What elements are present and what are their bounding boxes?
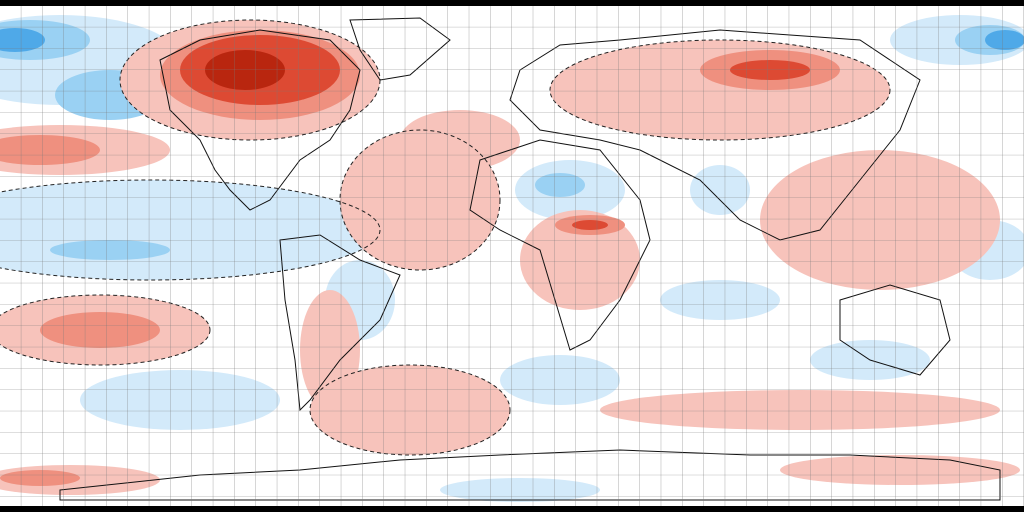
bottom-border	[0, 506, 1024, 512]
top-border	[0, 0, 1024, 6]
graticule	[0, 6, 1024, 506]
